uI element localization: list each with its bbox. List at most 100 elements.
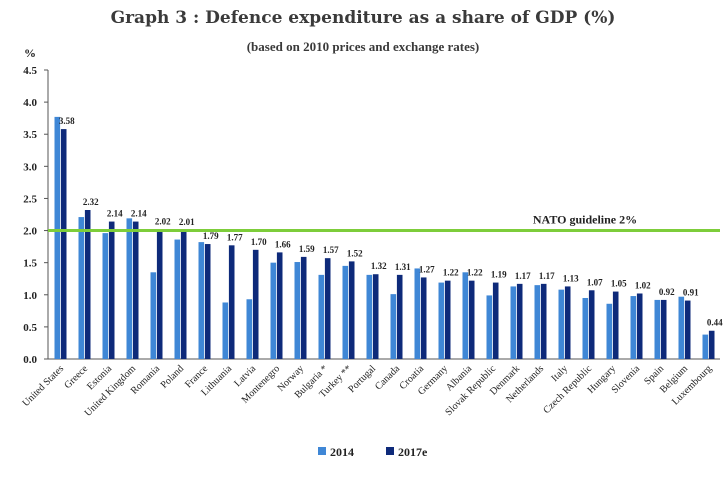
data-label: 2.14 — [131, 209, 147, 219]
legend-label-2017e: 2017e — [398, 445, 428, 459]
data-label: 2.02 — [155, 216, 171, 226]
data-label: 2.01 — [179, 217, 195, 227]
bar-2017e — [180, 229, 187, 359]
nato-guideline-label: NATO guideline 2% — [533, 213, 637, 227]
chart-subtitle: (based on 2010 prices and exchange rates… — [246, 39, 480, 54]
bar-2017e — [564, 286, 571, 359]
y-tick-label: 4.0 — [23, 97, 37, 109]
chart-title: Graph 3 : Defence expenditure as a share… — [110, 8, 616, 28]
bar-2014 — [222, 302, 229, 359]
bar-2017e — [588, 290, 595, 359]
bar-2014 — [102, 233, 109, 359]
bar-2014 — [678, 296, 685, 359]
bar-2014 — [54, 116, 61, 359]
data-label: 0.91 — [683, 288, 699, 298]
bar-2014 — [174, 239, 181, 359]
bar-2017e — [516, 283, 523, 359]
bar-2014 — [486, 295, 493, 359]
y-tick-label: 1.0 — [23, 290, 37, 302]
bar-2014 — [270, 262, 277, 359]
bar-2014 — [342, 265, 349, 359]
bar-2017e — [252, 249, 259, 359]
bar-2014 — [606, 303, 613, 359]
bar-2017e — [84, 210, 91, 359]
data-label: 0.92 — [659, 287, 675, 297]
bar-2017e — [492, 282, 499, 359]
bar-2014 — [198, 242, 205, 359]
bar-2017e — [420, 277, 427, 359]
bar-2014 — [558, 289, 565, 359]
bar-2017e — [684, 300, 691, 359]
bar-2017e — [204, 244, 211, 359]
data-label: 0.44 — [707, 318, 723, 328]
bar-2014 — [702, 334, 709, 359]
bar-2017e — [132, 221, 139, 359]
data-label: 3.58 — [59, 116, 75, 126]
data-label: 1.66 — [275, 239, 291, 249]
bar-2017e — [708, 330, 715, 359]
legend-swatch-2017e — [386, 447, 394, 455]
bar-2017e — [276, 252, 283, 359]
y-tick-label: 1.5 — [23, 258, 37, 270]
bar-2014 — [318, 274, 325, 359]
data-label: 1.32 — [371, 261, 387, 271]
data-label: 1.07 — [587, 277, 603, 287]
bar-2017e — [540, 283, 547, 359]
data-label: 1.27 — [419, 264, 435, 274]
bar-2017e — [636, 293, 643, 359]
bar-2014 — [582, 297, 589, 359]
bar-2017e — [300, 256, 307, 359]
bar-2014 — [390, 294, 397, 359]
data-label: 1.17 — [515, 271, 531, 281]
y-tick-label: 3.5 — [23, 129, 37, 141]
y-tick-label: 4.5 — [23, 65, 37, 77]
legend-swatch-2014 — [318, 447, 326, 455]
bar-2017e — [468, 280, 475, 359]
bar-2017e — [228, 245, 235, 359]
x-tick-label: Portugal — [346, 363, 378, 395]
data-label: 1.31 — [395, 262, 411, 272]
bar-2014 — [366, 274, 373, 359]
data-label: 2.14 — [107, 209, 123, 219]
data-label: 2.32 — [83, 197, 99, 207]
legend-label-2014: 2014 — [330, 445, 354, 459]
y-axis-label: % — [24, 46, 36, 60]
bar-2014 — [534, 285, 541, 359]
x-tick-label: Italy — [549, 363, 570, 384]
data-label: 1.22 — [443, 268, 459, 278]
x-tick-label: Poland — [159, 363, 186, 390]
data-label: 1.05 — [611, 279, 627, 289]
data-label: 1.52 — [347, 248, 363, 258]
y-tick-label: 2.0 — [23, 226, 37, 238]
bar-2014 — [294, 262, 301, 359]
bar-2014 — [150, 272, 157, 359]
bar-2014 — [462, 272, 469, 359]
y-tick-label: 3.0 — [23, 161, 37, 173]
bar-2017e — [444, 280, 451, 359]
bar-2017e — [396, 274, 403, 359]
bar-2017e — [348, 261, 355, 359]
bar-2014 — [414, 268, 421, 359]
bar-2017e — [156, 229, 163, 359]
bar-2014 — [78, 217, 85, 359]
bar-2014 — [246, 299, 253, 359]
data-label: 1.79 — [203, 231, 219, 241]
data-label: 1.17 — [539, 271, 555, 281]
x-tick-label: Canada — [373, 363, 402, 392]
y-tick-label: 2.5 — [23, 193, 37, 205]
data-label: 1.57 — [323, 245, 339, 255]
bar-2014 — [510, 286, 517, 359]
data-label: 1.19 — [491, 270, 507, 280]
bar-2017e — [324, 258, 331, 359]
bar-2017e — [660, 299, 667, 359]
bar-2014 — [630, 296, 637, 359]
bar-2014 — [438, 282, 445, 359]
bar-2017e — [60, 129, 67, 359]
bar-2017e — [372, 274, 379, 359]
x-tick-label: United States — [20, 363, 66, 409]
bar-2014 — [654, 299, 661, 359]
bar-2017e — [108, 221, 115, 359]
data-label: 1.70 — [251, 237, 267, 247]
data-label: 1.13 — [563, 273, 579, 283]
